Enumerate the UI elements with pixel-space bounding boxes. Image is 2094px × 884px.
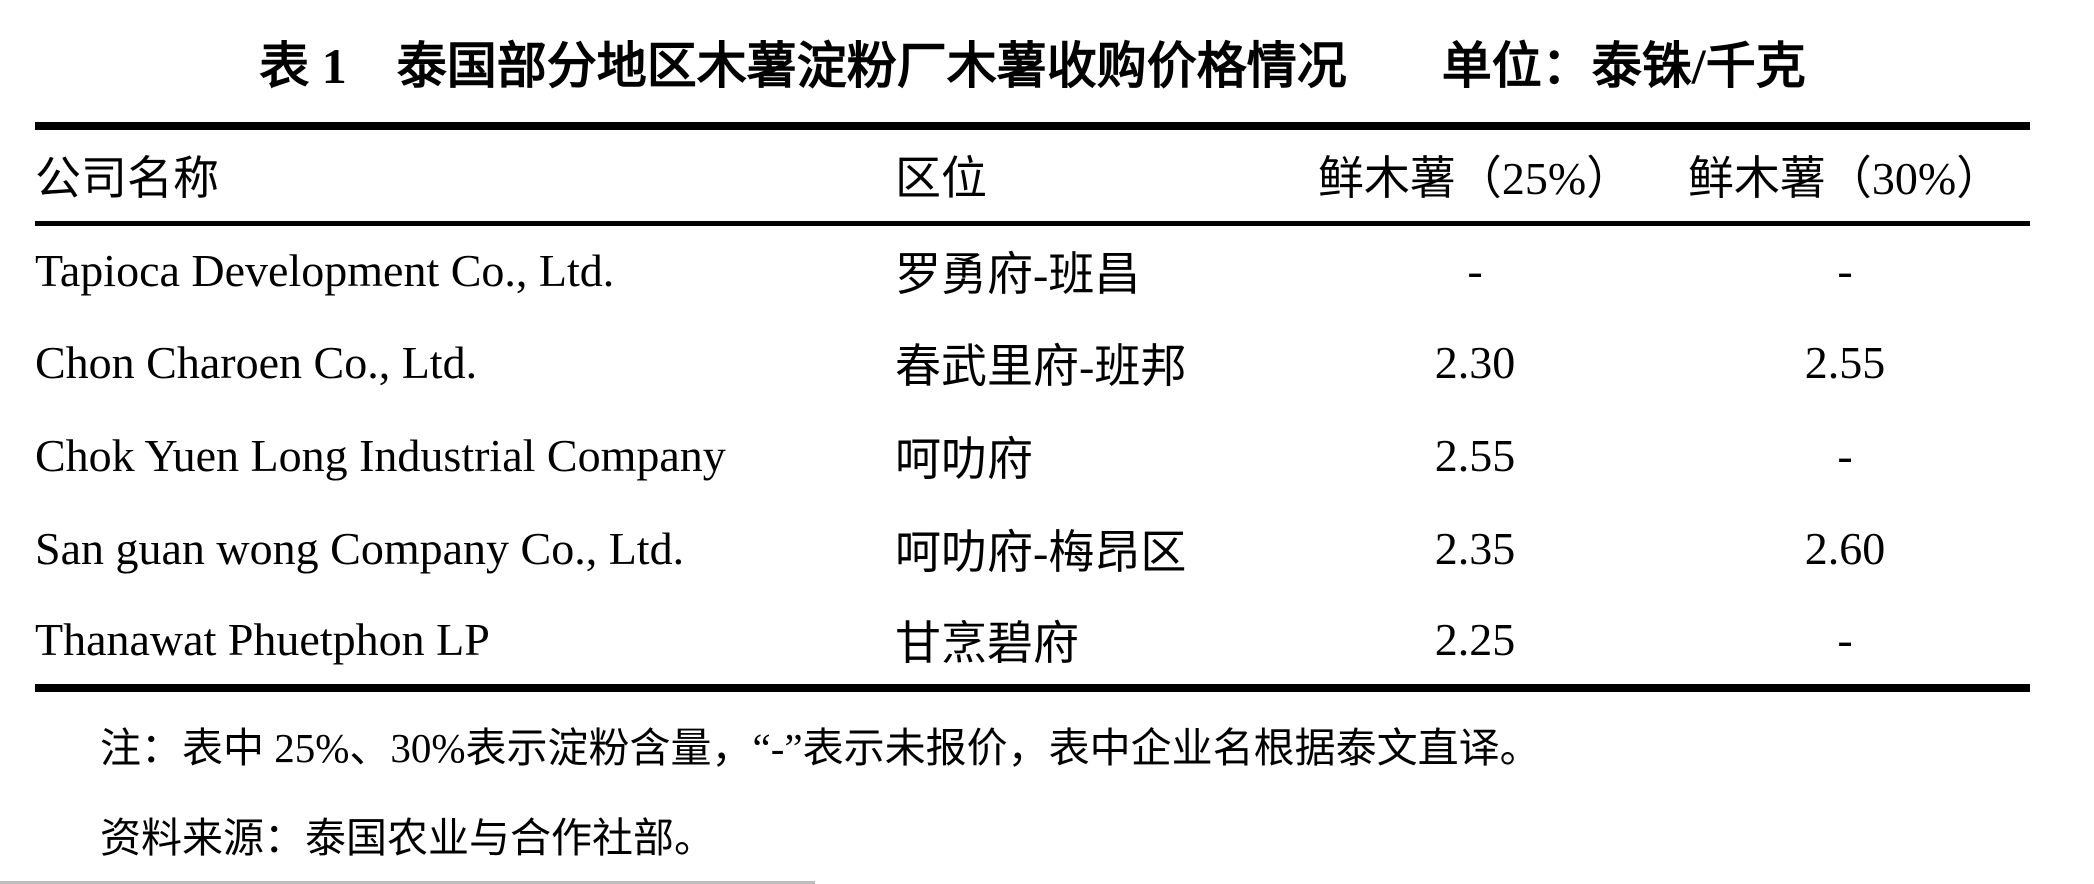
table-footnote: 注：表中 25%、30%表示淀粉含量，“-”表示未报价，表中企业名根据泰文直译。 bbox=[100, 725, 1541, 771]
price-table: 公司名称 区位 鲜木薯（25%） 鲜木薯（30%） Tapioca Develo… bbox=[35, 122, 2030, 692]
table-row: Tapioca Development Co., Ltd. 罗勇府-班昌 - - bbox=[35, 223, 2030, 316]
header-company: 公司名称 bbox=[35, 153, 219, 205]
table-source: 资料来源：泰国农业与合作社部。 bbox=[100, 815, 715, 861]
table-title: 表 1 泰国部分地区木薯淀粉厂木薯收购价格情况 bbox=[259, 38, 1347, 94]
table-row: Thanawat Phuetphon LP 甘烹碧府 2.25 - bbox=[35, 595, 2030, 688]
company-location: 春武里府-班邦 bbox=[895, 340, 1187, 392]
company-name: Chok Yuen Long Industrial Company bbox=[35, 430, 726, 481]
company-name: Thanawat Phuetphon LP bbox=[35, 614, 490, 665]
price-25-value: 2.25 bbox=[1434, 614, 1516, 665]
price-30-value: - bbox=[1837, 245, 1853, 297]
company-location: 甘烹碧府 bbox=[895, 617, 1079, 669]
price-30-value: 2.60 bbox=[1804, 523, 1886, 574]
company-name: Chon Charoen Co., Ltd. bbox=[35, 337, 478, 388]
table-unit-label: 单位：泰铢/千克 bbox=[1441, 38, 1806, 94]
price-30-value: - bbox=[1837, 614, 1853, 665]
price-30-value: - bbox=[1837, 430, 1853, 481]
company-location: 呵叻府-梅昂区 bbox=[895, 526, 1187, 578]
header-location: 区位 bbox=[895, 153, 987, 205]
price-30-value: 2.55 bbox=[1804, 337, 1886, 388]
company-location: 罗勇府-班昌 bbox=[895, 248, 1141, 300]
table-caption-row: 表 1 泰国部分地区木薯淀粉厂木薯收购价格情况 单位：泰铢/千克 bbox=[35, 26, 2030, 98]
price-25-value: 2.35 bbox=[1434, 523, 1516, 574]
header-price-30: 鲜木薯（30%） bbox=[1687, 153, 2003, 205]
price-25-value: 2.55 bbox=[1434, 430, 1516, 481]
page-bottom-rule bbox=[0, 881, 815, 884]
price-25-value: 2.30 bbox=[1434, 337, 1516, 388]
price-25-value: - bbox=[1467, 245, 1483, 297]
table-header-row: 公司名称 区位 鲜木薯（25%） 鲜木薯（30%） bbox=[35, 126, 2030, 223]
table-row: Chok Yuen Long Industrial Company 呵叻府 2.… bbox=[35, 409, 2030, 502]
company-location: 呵叻府 bbox=[895, 433, 1033, 485]
table-row: Chon Charoen Co., Ltd. 春武里府-班邦 2.30 2.55 bbox=[35, 316, 2030, 409]
table-row: San guan wong Company Co., Ltd. 呵叻府-梅昂区 … bbox=[35, 502, 2030, 595]
header-price-25: 鲜木薯（25%） bbox=[1317, 153, 1633, 205]
company-name: Tapioca Development Co., Ltd. bbox=[35, 245, 615, 297]
company-name: San guan wong Company Co., Ltd. bbox=[35, 523, 685, 574]
